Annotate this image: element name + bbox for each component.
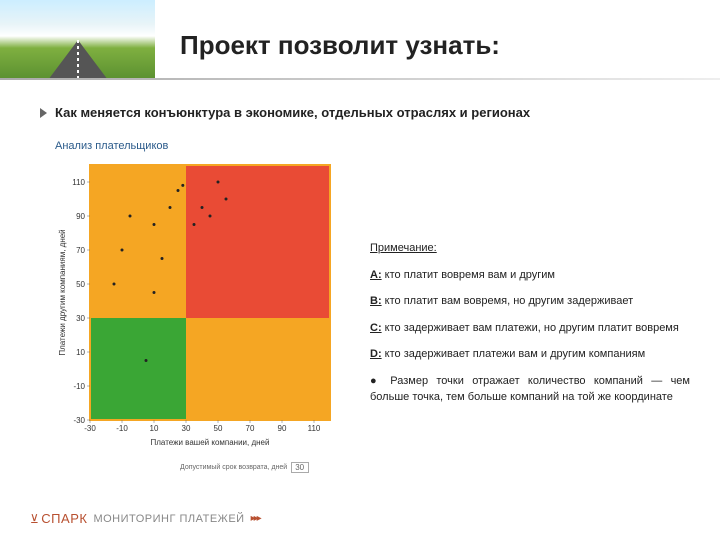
svg-text:10: 10 [76,348,85,357]
svg-text:-30: -30 [73,416,85,425]
bullet-icon [40,108,47,118]
svg-text:10: 10 [150,424,159,433]
svg-text:30: 30 [182,424,191,433]
quadrant-chart: -30-30 -10 -10 10 10 30 30 50 50 70 70 90 90 110 110 Пл… [55,160,335,450]
svg-text:90: 90 [76,212,85,221]
threshold-input-row: Допустимый срок возврата, дней 30 [180,462,309,473]
brand-logo: СПАРК [30,511,87,526]
svg-text:-30: -30 [84,424,96,433]
svg-text:50: 50 [76,280,85,289]
svg-text:50: 50 [214,424,223,433]
note-b-text: кто платит вам вовремя, но другим задерж… [382,295,634,307]
threshold-label: Допустимый срок возврата, дней [180,464,287,471]
note-d-label: D: [370,348,382,360]
note-bullet-text: Размер точки отражает количество компани… [370,375,690,404]
svg-text:Платежи вашей компании, дней: Платежи вашей компании, дней [151,438,270,447]
note-a-text: кто платит вовремя вам и другим [382,269,555,281]
header-divider [0,78,720,80]
svg-text:-10: -10 [73,382,85,391]
svg-text:Платежи другим компаниям, дней: Платежи другим компаниям, дней [58,229,67,355]
svg-text:30: 30 [76,314,85,323]
page-title: Проект позволит узнать: [180,30,500,61]
svg-text:-10: -10 [116,424,128,433]
svg-text:90: 90 [278,424,287,433]
subtitle-row: Как меняется конъюнктура в экономике, от… [40,105,530,120]
notes-heading: Примечание: [370,242,437,254]
footer-arrows-icon: ▸▸▸ [251,513,260,524]
note-bullet-label: ● [370,375,382,387]
svg-text:70: 70 [76,246,85,255]
svg-text:110: 110 [308,424,321,433]
footer: СПАРК МОНИТОРИНГ ПЛАТЕЖЕЙ ▸▸▸ [30,511,260,526]
svg-text:70: 70 [246,424,255,433]
notes-panel: Примечание: A: кто платит вовремя вам и … [370,240,690,416]
threshold-input[interactable]: 30 [291,462,309,473]
subtitle-text: Как меняется конъюнктура в экономике, от… [55,105,530,120]
chart-title: Анализ плательщиков [55,140,168,152]
note-c-label: C: [370,322,382,334]
svg-text:110: 110 [72,178,85,187]
note-d-text: кто задерживает платежи вам и другим ком… [382,348,646,360]
note-c-text: кто задерживает вам платежи, но другим п… [382,322,679,334]
header-landscape-image [0,0,155,80]
note-b-label: B: [370,295,382,307]
footer-text: МОНИТОРИНГ ПЛАТЕЖЕЙ [93,513,244,525]
note-a-label: A: [370,269,382,281]
